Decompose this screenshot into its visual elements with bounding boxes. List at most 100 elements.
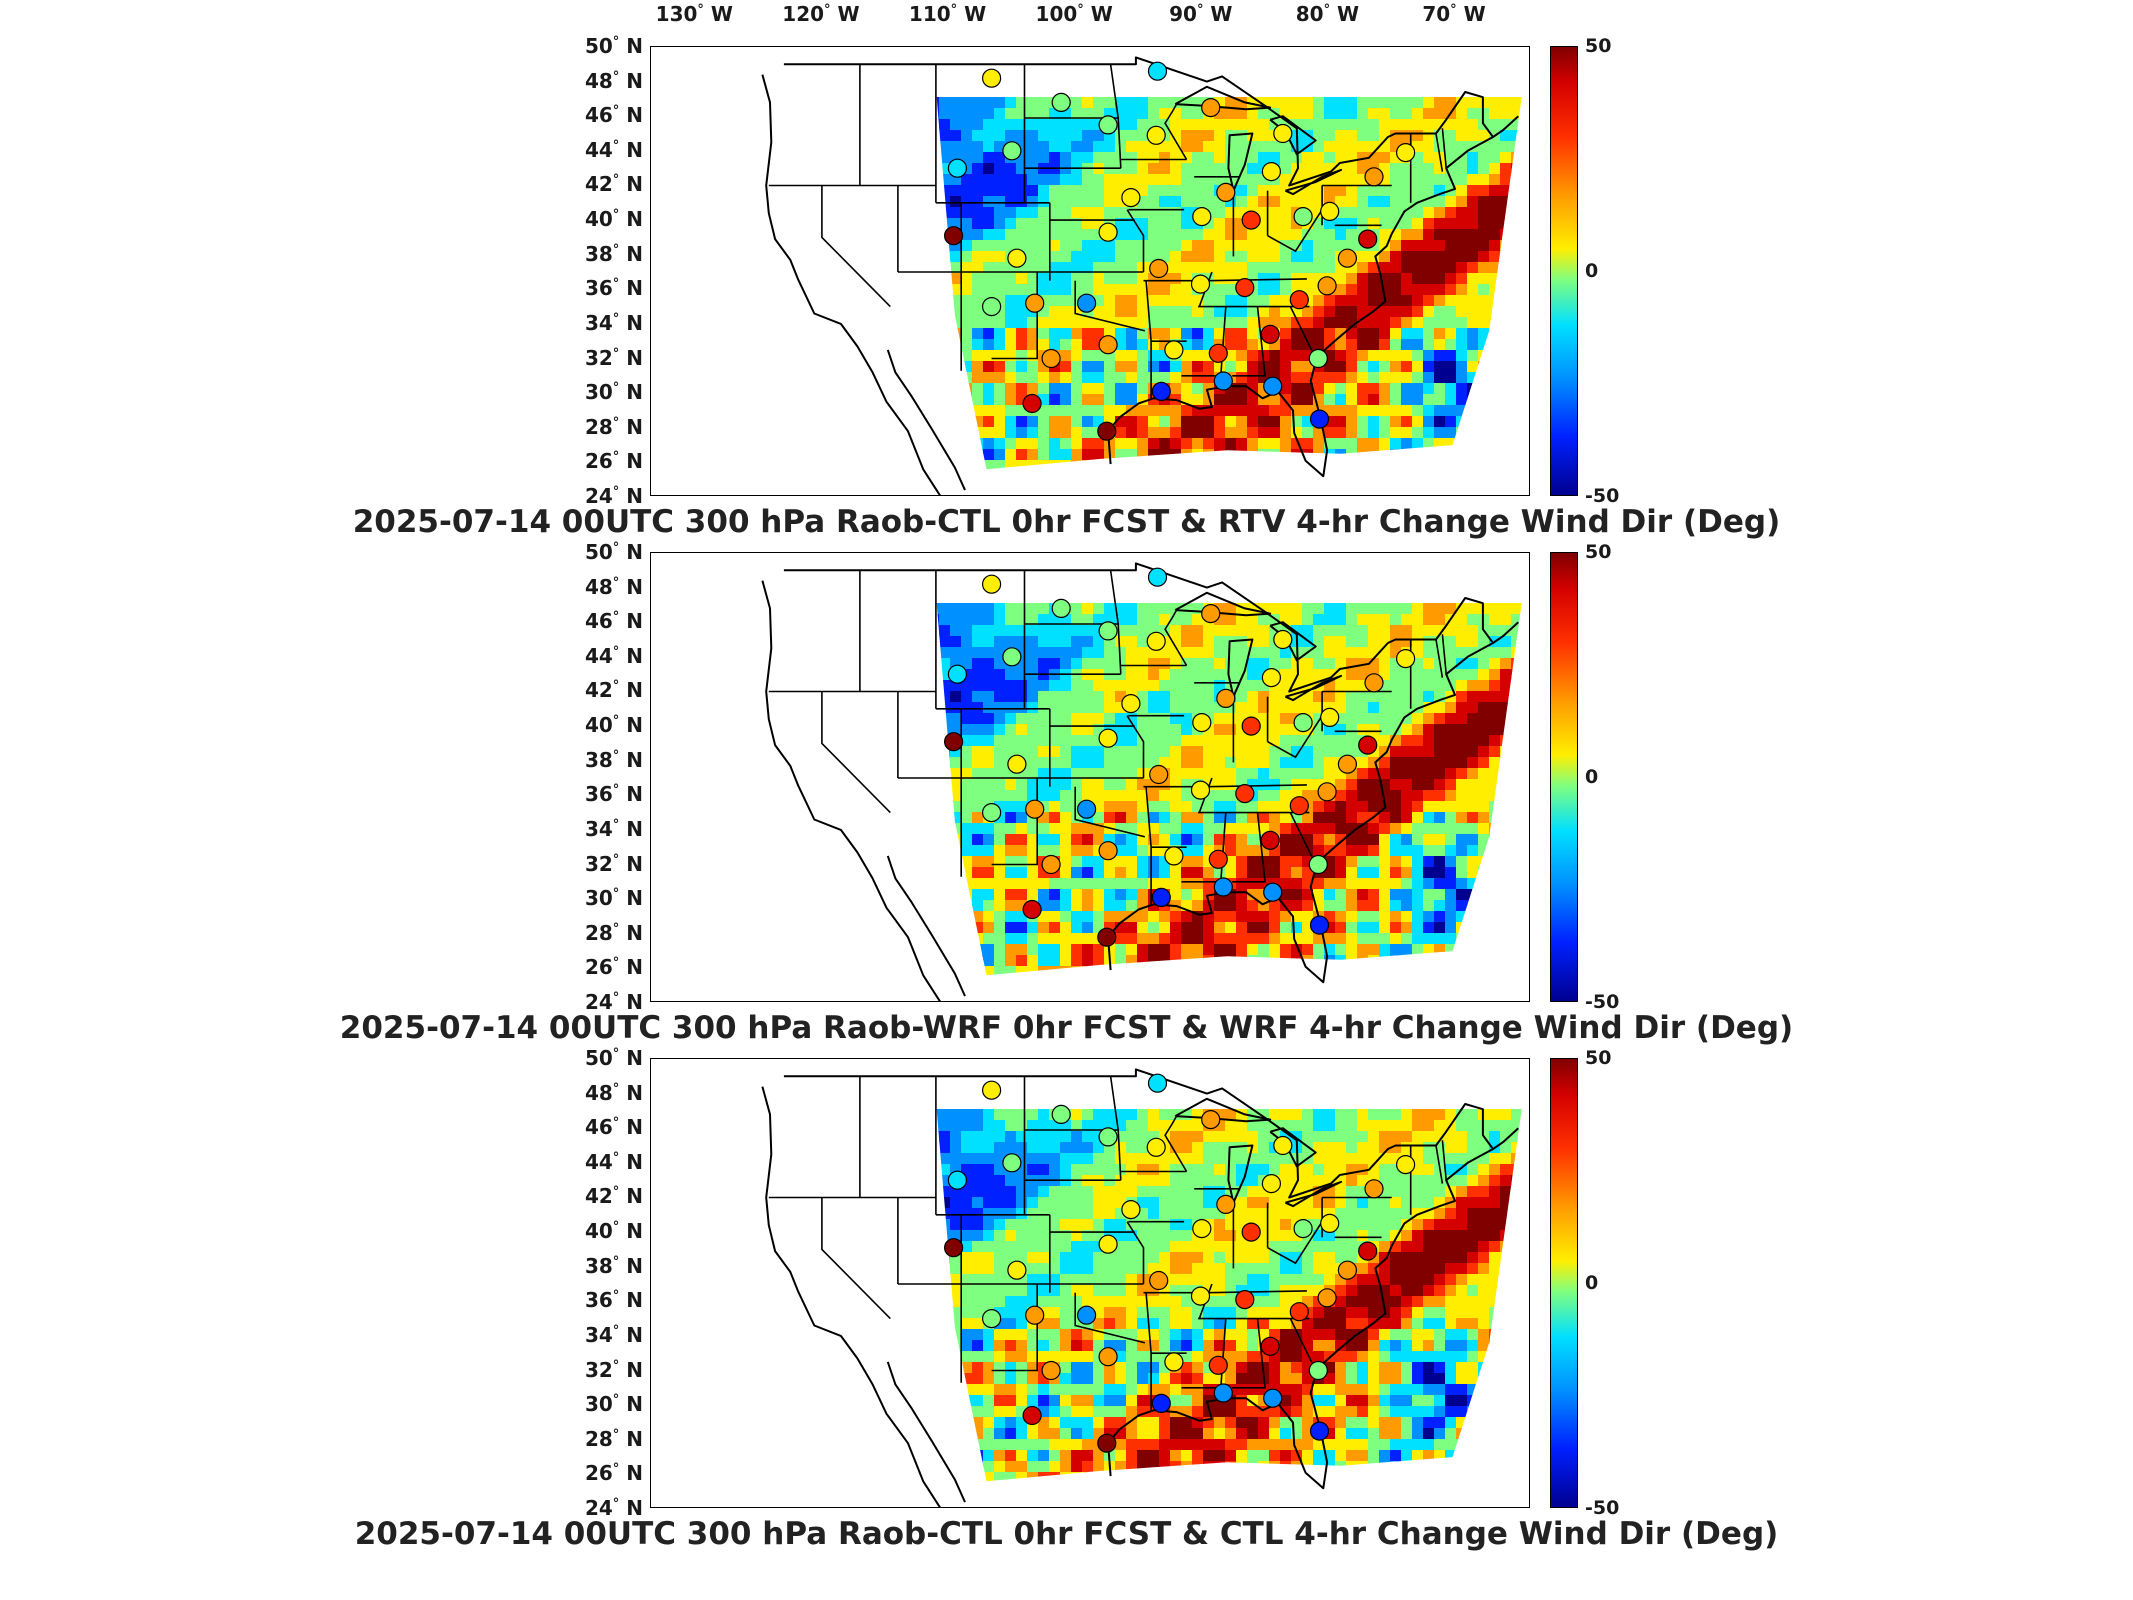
field-cell (1258, 284, 1270, 296)
field-cell (1060, 218, 1072, 230)
field-cell (1467, 988, 1479, 1000)
field-cell (1379, 1120, 1391, 1132)
field-cell (961, 900, 973, 912)
field-cell (1478, 702, 1490, 714)
field-cell (1104, 416, 1116, 428)
field-cell (994, 757, 1006, 769)
raob-station-marker (1320, 201, 1340, 221)
colorbar (1550, 552, 1578, 1002)
field-cell (906, 196, 918, 208)
field-cell (1434, 933, 1446, 945)
field-cell (1082, 768, 1094, 780)
field-cell (862, 625, 874, 637)
field-cell (1005, 911, 1017, 923)
field-cell (1324, 889, 1336, 901)
field-cell (1192, 746, 1204, 758)
field-cell (1357, 152, 1369, 164)
field-cell (972, 966, 984, 976)
field-cell (1192, 427, 1204, 439)
field-cell (1126, 317, 1138, 329)
field-cell (1522, 174, 1524, 186)
field-cell (884, 262, 896, 274)
field-cell (1082, 317, 1094, 329)
field-cell (1478, 713, 1490, 725)
field-cell (1302, 438, 1314, 450)
field-cell (1302, 658, 1314, 670)
field-cell (1203, 185, 1215, 197)
field-cell (884, 174, 896, 186)
field-cell (906, 460, 918, 472)
field-cell (1203, 174, 1215, 186)
raob-station-marker (1320, 707, 1340, 727)
raob-station-marker (1213, 371, 1233, 391)
field-cell (1170, 493, 1182, 496)
field-cell (895, 306, 907, 318)
field-cell (917, 1120, 929, 1132)
field-cell (851, 1109, 863, 1121)
field-cell (1467, 427, 1479, 439)
field-cell (1467, 251, 1479, 263)
field-cell (906, 1109, 918, 1121)
field-cell (1104, 856, 1116, 868)
field-cell (1060, 174, 1072, 186)
field-cell (1038, 823, 1050, 835)
field-cell (994, 867, 1006, 879)
field-cell (1225, 482, 1237, 494)
field-cell (906, 691, 918, 703)
field-cell (906, 119, 918, 131)
field-cell (884, 834, 896, 846)
field-cell (1203, 119, 1215, 131)
field-cell (1115, 350, 1127, 362)
field-cell (1247, 152, 1259, 164)
field-cell (1115, 449, 1127, 461)
field-cell (1335, 317, 1347, 329)
field-cell (1049, 229, 1061, 241)
field-cell (1247, 427, 1259, 439)
field-cell (972, 702, 984, 714)
field-cell (1126, 911, 1138, 923)
field-cell (1280, 669, 1292, 681)
field-cell (1137, 834, 1149, 846)
field-cell (1467, 823, 1479, 835)
field-cell (1126, 493, 1138, 496)
field-cell (935, 790, 940, 802)
field-cell (1060, 185, 1072, 197)
field-cell (1104, 790, 1116, 802)
field-cell (1291, 680, 1303, 692)
field-cell (1335, 878, 1347, 890)
field-cell (1071, 922, 1083, 934)
field-cell (1302, 119, 1314, 131)
field-cell (1104, 262, 1116, 274)
field-cell (1390, 867, 1402, 879)
field-cell (1511, 119, 1523, 131)
field-cell (972, 856, 984, 868)
field-cell (1368, 97, 1380, 109)
state-border (821, 691, 891, 814)
field-cell (1258, 1109, 1270, 1121)
field-cell (1060, 856, 1072, 868)
field-cell (862, 416, 874, 428)
field-cell (1247, 405, 1259, 417)
field-cell (1269, 724, 1281, 736)
field-cell (1280, 1109, 1292, 1121)
field-cell (1445, 130, 1457, 142)
field-cell (1005, 999, 1017, 1002)
field-cell (1500, 900, 1512, 912)
field-cell (935, 196, 940, 208)
field-cell (1258, 152, 1270, 164)
field-cell (939, 493, 951, 496)
latitude-axis: 50° N 48° N 46° N 44° N 42° N 40° N 38° N 36° N… (583, 34, 643, 508)
field-cell (851, 130, 863, 142)
field-cell (1291, 944, 1303, 956)
field-cell (1027, 372, 1039, 384)
raob-station-marker (1022, 393, 1042, 414)
field-cell (1280, 966, 1292, 976)
field-cell (1247, 900, 1259, 912)
field-cell (1038, 482, 1050, 494)
field-cell (906, 757, 918, 769)
field-cell (1104, 174, 1116, 186)
field-cell (1467, 438, 1479, 450)
field-cell (917, 779, 929, 791)
field-cell (1016, 889, 1028, 901)
field-cell (1016, 977, 1028, 989)
